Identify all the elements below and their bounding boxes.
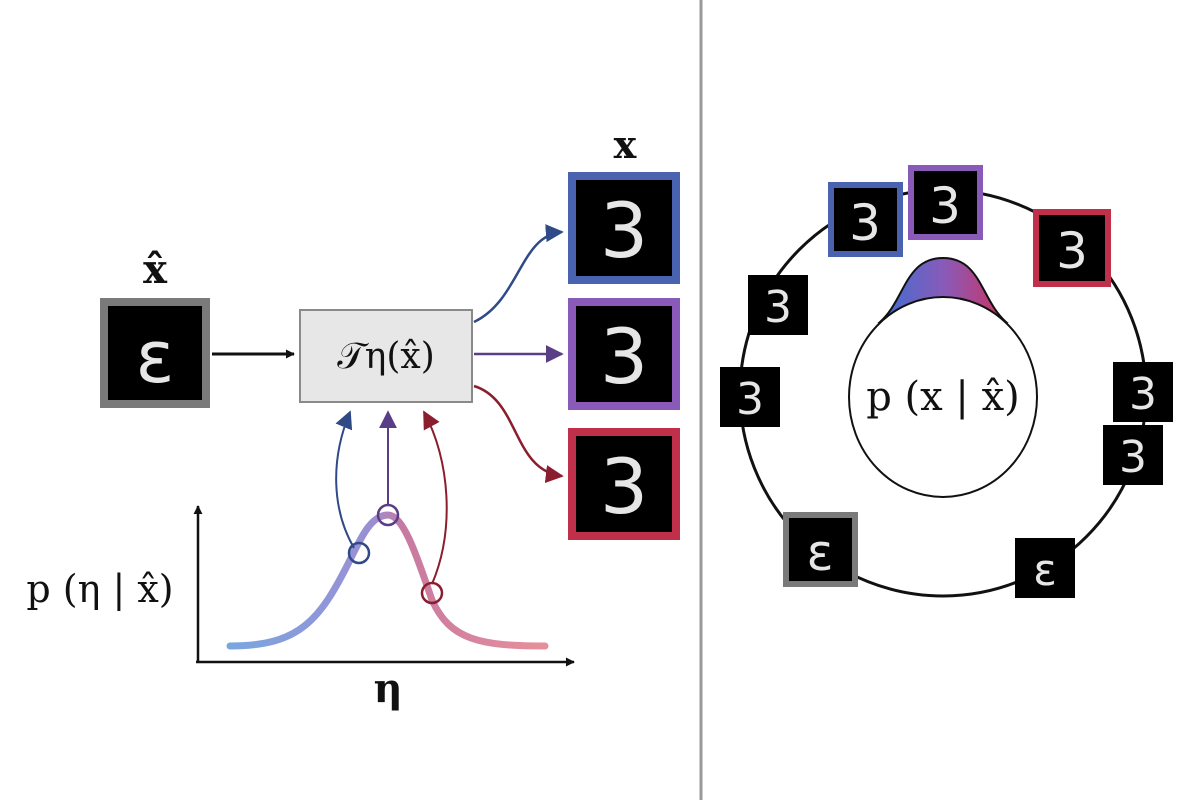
sample-marker-blue	[347, 541, 371, 565]
arrow-icon	[473, 224, 564, 324]
arrow-icon	[335, 410, 355, 549]
ring-digit-gray: ɛ	[783, 512, 858, 587]
ring-digit-plain: 3	[1113, 362, 1173, 422]
digit-glyph: 3	[600, 186, 648, 275]
ring-digit-plain: 3	[1103, 425, 1163, 485]
input-digit-image: ɛ	[100, 298, 210, 408]
sample-marker-purple	[376, 503, 400, 527]
p-x-label: p (x | x̂)	[866, 374, 1020, 420]
sample-marker-red	[420, 581, 444, 605]
ring-digit-purple: 3	[908, 165, 983, 240]
digit-glyph: 3	[736, 374, 764, 425]
arrow-icon	[423, 410, 448, 585]
digit-glyph: 3	[849, 194, 881, 252]
ring-digit-red: 3	[1033, 209, 1111, 287]
ring-digit-plain: 3	[720, 367, 780, 427]
distribution-curve	[226, 511, 549, 650]
digit-glyph: ɛ	[806, 524, 833, 582]
transform-label: 𝒯η(x̂)	[337, 336, 435, 377]
density-ellipse	[848, 296, 1038, 498]
digit-glyph: 3	[1119, 432, 1147, 483]
digit-glyph: 3	[764, 282, 792, 333]
digit-glyph: 3	[600, 442, 648, 531]
ring-digit-plain: 3	[748, 275, 808, 335]
digit-glyph: ɛ	[136, 315, 175, 399]
ring-digit-blue: 3	[828, 182, 903, 257]
x-label: x	[614, 122, 637, 167]
digit-glyph: 3	[929, 177, 961, 235]
output-digit-purple: 3	[568, 298, 680, 410]
eta-label: η	[373, 665, 402, 712]
digit-glyph: ɛ	[1033, 545, 1057, 596]
digit-glyph: 3	[1056, 222, 1088, 280]
ring-digit-plain: ɛ	[1015, 538, 1075, 598]
output-digit-blue: 3	[568, 172, 680, 284]
x-hat-label: x̂	[143, 246, 168, 293]
digit-glyph: 3	[1129, 369, 1157, 420]
digit-glyph: 3	[600, 312, 648, 401]
output-digit-red: 3	[568, 428, 680, 540]
transform-box: 𝒯η(x̂)	[299, 309, 473, 403]
p-eta-label: p (η | x̂)	[26, 567, 173, 611]
arrow-icon	[473, 384, 564, 483]
